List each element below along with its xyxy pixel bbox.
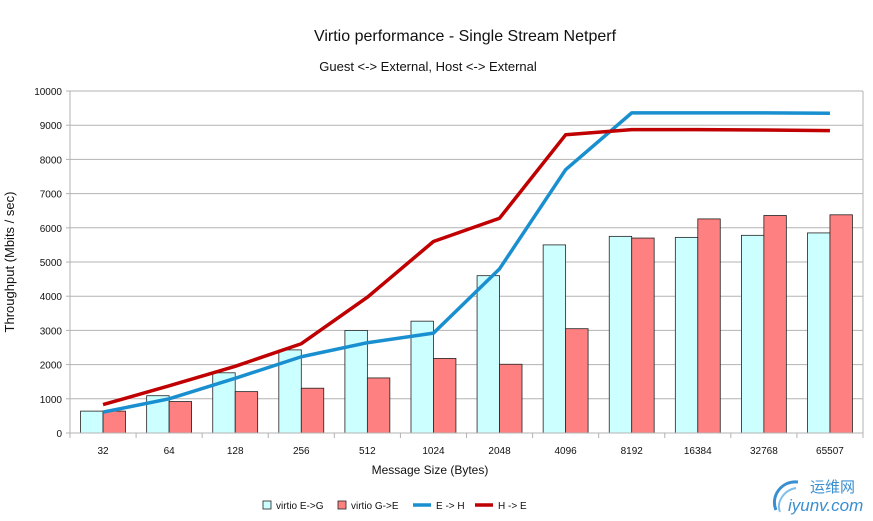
y-axis-label: Throughput (Mbits / sec) <box>2 192 17 333</box>
watermark-logo: 运维网 iyunv.com <box>768 474 868 518</box>
bar <box>234 391 259 434</box>
x-axis-ticks: 32 64 128 256 512 1024 2048 4096 8192 16384 32768 6… <box>69 433 864 457</box>
bar <box>697 218 721 434</box>
x-tick-label: 32768 <box>750 446 778 457</box>
bar <box>565 328 589 434</box>
chart-subtitle: Guest <-> External, Host <-> External <box>319 59 537 74</box>
bar <box>476 275 500 434</box>
y-tick-label: 10000 <box>34 87 62 98</box>
y-axis-ticks: 0 1000 2000 3000 4000 5000 6000 7000 8000 9000 100… <box>34 87 70 440</box>
y-tick-label: 3000 <box>40 326 63 337</box>
bar <box>763 215 787 434</box>
lines <box>102 111 830 414</box>
gridlines <box>70 90 863 434</box>
series-line <box>102 111 830 414</box>
y-tick-label: 2000 <box>40 361 63 372</box>
legend-label: virtio G->E <box>351 501 399 512</box>
x-tick-label: 65507 <box>816 446 844 457</box>
x-tick-label: 8192 <box>621 446 644 457</box>
x-tick-label: 64 <box>164 446 176 457</box>
x-tick-label: 32 <box>97 446 109 457</box>
legend-swatch <box>262 500 272 510</box>
bar <box>608 235 633 434</box>
watermark-cn: 运维网 <box>810 479 856 496</box>
bar <box>300 387 325 434</box>
x-tick-label: 2048 <box>488 446 511 457</box>
x-tick-label: 16384 <box>684 446 712 457</box>
legend-label: E -> H <box>436 501 465 512</box>
y-tick-label: 1000 <box>40 395 63 406</box>
legend-label: virtio E->G <box>276 501 324 512</box>
x-axis-label: Message Size (Bytes) <box>372 463 489 477</box>
y-tick-label: 0 <box>56 429 62 440</box>
legend: virtio E->G virtio G->E E -> H H -> E <box>262 500 527 512</box>
bar <box>829 214 853 434</box>
y-tick-label: 7000 <box>40 190 63 201</box>
bar <box>102 410 126 434</box>
y-tick-label: 5000 <box>40 258 63 269</box>
x-tick-label: 1024 <box>422 446 445 457</box>
bar <box>366 377 391 434</box>
bar <box>168 401 192 434</box>
bar <box>410 320 434 434</box>
bar <box>631 237 655 434</box>
watermark-swoosh-icon <box>773 480 799 513</box>
legend-swatch <box>337 500 347 510</box>
bar <box>433 358 457 434</box>
bar <box>80 410 104 434</box>
x-tick-label: 256 <box>293 446 310 457</box>
bar <box>741 234 765 434</box>
bars <box>80 214 853 434</box>
y-tick-label: 9000 <box>40 121 63 132</box>
y-tick-label: 4000 <box>40 292 63 303</box>
x-tick-label: 4096 <box>555 446 578 457</box>
y-tick-label: 8000 <box>40 155 63 166</box>
y-tick-label: 6000 <box>40 224 63 235</box>
x-tick-label: 128 <box>227 446 244 457</box>
bar <box>499 363 523 434</box>
watermark-en: iyunv.com <box>788 496 864 515</box>
series-line <box>102 127 830 407</box>
bar <box>807 232 831 434</box>
x-tick-label: 512 <box>359 446 376 457</box>
chart-title: Virtio performance - Single Stream Netpe… <box>314 28 617 45</box>
bar <box>542 244 567 434</box>
legend-label: H -> E <box>498 501 527 512</box>
bar <box>674 236 699 434</box>
